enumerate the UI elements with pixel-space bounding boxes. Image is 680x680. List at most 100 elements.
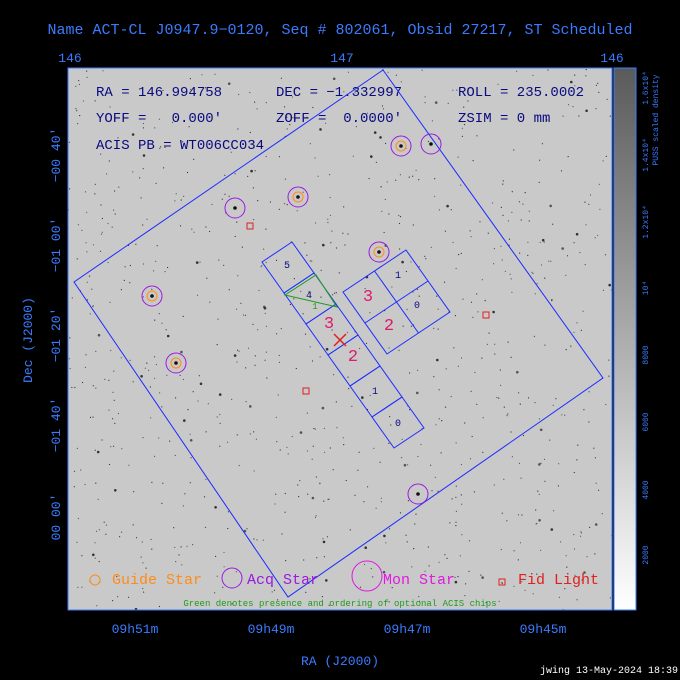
- field-star: [405, 270, 407, 273]
- star: [416, 492, 420, 496]
- field-star: [219, 445, 221, 447]
- field-star: [307, 493, 309, 495]
- field-star: [351, 405, 353, 407]
- field-star: [233, 354, 237, 357]
- info-zoff: ZOFF = 0.0000': [276, 111, 402, 127]
- field-star: [74, 386, 76, 389]
- field-star: [312, 445, 314, 447]
- field-star: [265, 261, 267, 264]
- field-star: [129, 282, 131, 284]
- field-star: [286, 116, 288, 118]
- field-star: [418, 596, 420, 598]
- field-star: [189, 433, 191, 435]
- field-star: [551, 300, 553, 302]
- field-star: [469, 230, 471, 232]
- field-star: [355, 126, 357, 128]
- field-star: [111, 226, 113, 228]
- star: [429, 142, 433, 146]
- field-star: [460, 463, 462, 466]
- field-star: [516, 370, 519, 374]
- field-star: [381, 210, 383, 212]
- field-star: [459, 555, 461, 557]
- field-star: [166, 334, 170, 338]
- top-tick-label: 146: [58, 51, 81, 66]
- field-star: [237, 349, 239, 351]
- field-star: [86, 281, 88, 283]
- field-star: [507, 413, 509, 415]
- field-star: [86, 299, 88, 301]
- field-star: [246, 528, 248, 530]
- field-star: [458, 254, 460, 256]
- field-star: [304, 242, 306, 244]
- field-star: [314, 428, 316, 430]
- field-star: [585, 69, 587, 71]
- field-star: [481, 576, 484, 579]
- star: [296, 195, 300, 199]
- field-star: [498, 397, 500, 399]
- field-star: [520, 219, 522, 221]
- field-star: [488, 332, 490, 334]
- field-star: [180, 350, 183, 354]
- colorbar-tick-label: 2000: [642, 545, 651, 564]
- field-star: [253, 470, 255, 472]
- field-star: [522, 203, 524, 205]
- field-star: [594, 523, 598, 526]
- field-star: [398, 222, 401, 225]
- acq-star: [368, 241, 390, 263]
- field-star: [143, 591, 145, 593]
- field-star: [372, 576, 374, 578]
- field-star: [443, 281, 446, 283]
- acis-s-chip: [371, 396, 425, 449]
- field-star: [192, 391, 194, 393]
- field-star: [594, 237, 596, 239]
- field-star: [382, 108, 385, 110]
- field-star: [370, 155, 373, 158]
- field-star: [347, 71, 349, 73]
- field-star: [416, 391, 419, 395]
- left-tick-label: −00 40': [49, 128, 64, 183]
- field-star: [78, 80, 80, 82]
- field-star: [116, 575, 118, 578]
- field-star: [450, 209, 452, 211]
- field-star: [205, 431, 207, 433]
- field-star: [410, 261, 412, 263]
- field-star: [80, 469, 82, 471]
- field-star: [108, 160, 110, 162]
- field-star: [513, 585, 515, 587]
- field-star: [525, 575, 527, 577]
- field-star: [150, 417, 152, 419]
- field-star: [292, 117, 294, 119]
- field-star: [541, 143, 544, 145]
- field-star: [369, 394, 371, 397]
- field-star: [502, 180, 504, 182]
- guide-star: [146, 290, 158, 302]
- field-star: [438, 389, 440, 391]
- field-star: [132, 381, 134, 383]
- field-star: [73, 486, 75, 488]
- field-star: [155, 363, 157, 366]
- field-star: [441, 420, 443, 422]
- field-star: [502, 214, 504, 216]
- field-star: [69, 368, 71, 370]
- field-star: [77, 224, 79, 226]
- aimpoint: [333, 333, 347, 347]
- field-star: [537, 490, 539, 492]
- field-star: [76, 258, 78, 260]
- field-star: [265, 155, 267, 158]
- field-star: [277, 599, 279, 601]
- field-star: [464, 595, 466, 597]
- field-star: [379, 136, 382, 139]
- field-star: [235, 571, 237, 573]
- field-star: [375, 161, 377, 163]
- field-star: [327, 498, 329, 501]
- field-star: [289, 124, 291, 126]
- field-star: [391, 286, 393, 288]
- field-star: [486, 343, 488, 345]
- field-star: [380, 186, 382, 188]
- field-star: [169, 440, 171, 442]
- field-star: [101, 231, 103, 233]
- fid-light: [246, 222, 254, 230]
- field-star: [584, 201, 586, 203]
- field-star: [142, 296, 144, 298]
- field-star: [480, 574, 482, 576]
